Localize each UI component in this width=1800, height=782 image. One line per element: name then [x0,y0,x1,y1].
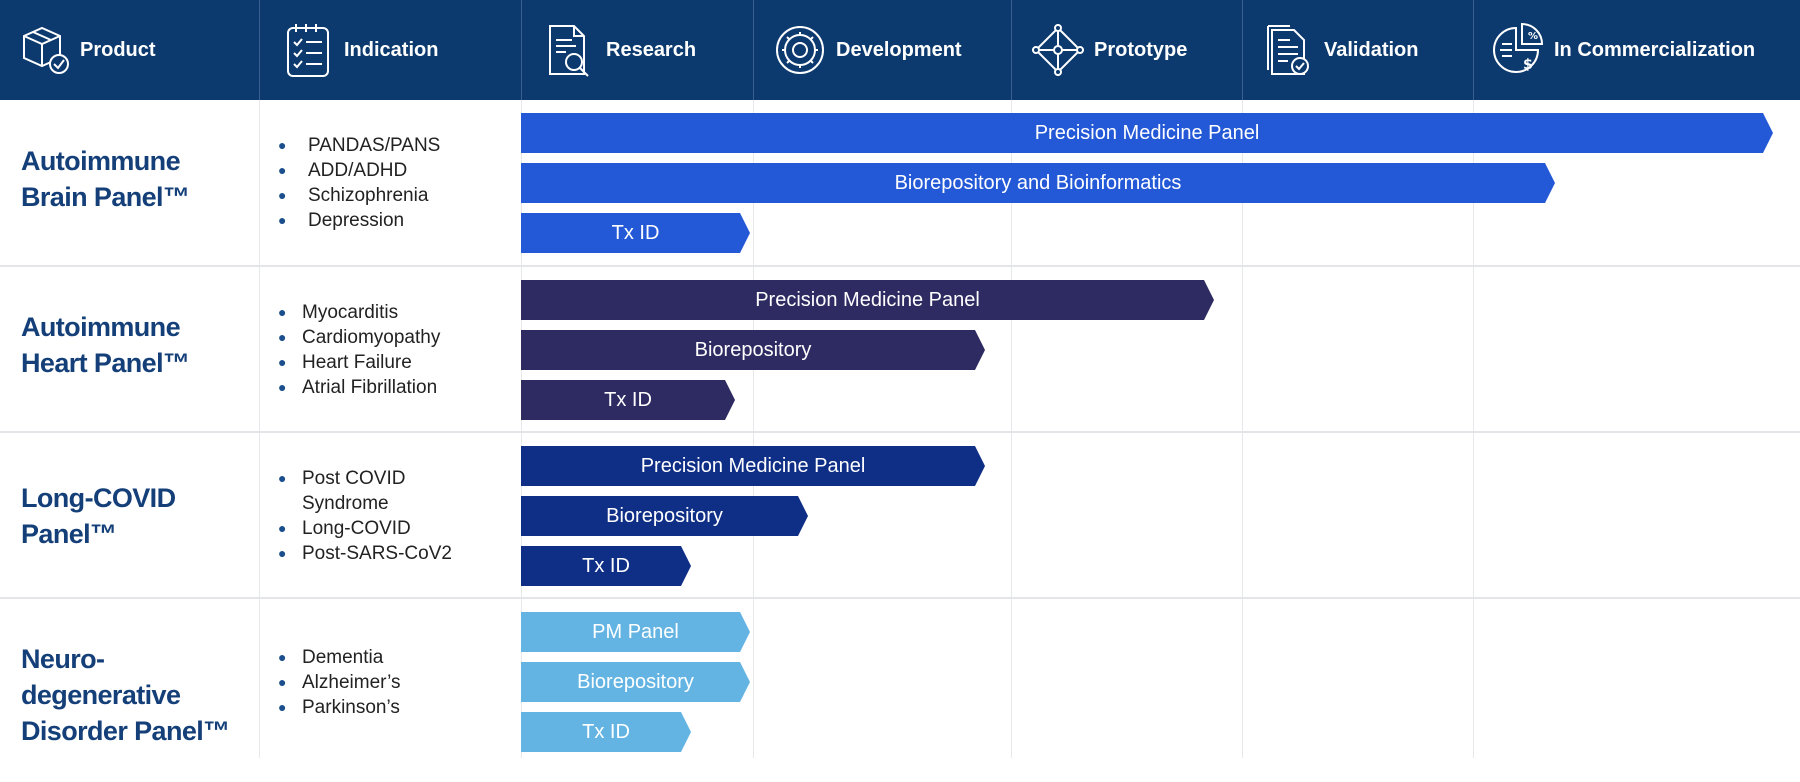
row-divider [0,431,1800,433]
product-name: Neuro-degenerative Disorder Panel™ [21,644,230,746]
list-item: ● Post-SARS-CoV2 [278,543,452,564]
list-item: ● Depression [278,210,405,231]
bar-shape [521,612,750,652]
network-diamond-icon [1032,22,1084,78]
list-item: ● PANDAS/PANS [278,135,441,156]
header-indication: Indication [282,0,438,100]
bar-shape [521,446,985,486]
list-item: ● Dementia [278,647,384,668]
row-divider [0,265,1800,267]
stage-bar: Biorepository [521,662,750,702]
row-divider [0,597,1800,599]
document-search-icon [544,22,596,78]
bar-shape [521,546,691,586]
stage-bar: Tx ID [521,546,691,586]
package-check-icon [18,22,70,78]
stage-bar: PM Panel [521,612,750,652]
indication-list: ● PANDAS/PANS ● ADD/ADHD ● Schizophrenia ● D… [278,133,441,233]
bar-shape [521,213,750,253]
grid-line [1011,100,1012,758]
stage-bar: Tx ID [521,213,750,253]
list-item: ● ADD/ADHD [278,160,408,181]
header-bar: Product Indication Research [0,0,1800,100]
document-check-icon [1262,22,1314,78]
grid-line [1242,100,1243,758]
header-development: Development [774,0,962,100]
svg-text:%: % [1528,31,1538,42]
product-name: Autoimmune Heart Panel™ [21,312,190,378]
product-name: Autoimmune Brain Panel™ [21,146,190,212]
stage-bar: Precision Medicine Panel [521,113,1773,153]
stage-bar: Biorepository [521,496,808,536]
svg-text:$: $ [1523,57,1533,73]
list-item: ● Schizophrenia [278,185,429,206]
header-label: Prototype [1094,38,1188,61]
checklist-icon [282,22,334,78]
list-item: ● Parkinson’s [278,697,400,718]
list-item: ● Alzheimer’s [278,672,401,693]
bar-shape [521,163,1555,203]
bar-shape [521,662,750,702]
list-item: ● Cardiomyopathy [278,327,441,348]
grid-line [1473,100,1474,758]
header-label: Research [606,38,697,61]
gear-icon [774,22,826,78]
stage-bar: Precision Medicine Panel [521,446,985,486]
pie-chart-dollar-icon: % $ [1492,22,1544,78]
header-validation: Validation [1262,0,1418,100]
list-item: Syndrome [302,493,389,514]
bar-shape [521,380,735,420]
bar-shape [521,280,1214,320]
stage-bar: Tx ID [521,712,691,752]
list-item: ● Heart Failure [278,352,412,373]
stage-bar: Precision Medicine Panel [521,280,1214,320]
header-label: Product [80,38,156,61]
list-item: ● Atrial Fibrillation [278,377,438,398]
grid-line [753,100,754,758]
bar-shape [521,113,1773,153]
header-label: Development [836,38,962,61]
list-item: ● Post COVID [278,468,406,489]
grid-line [259,100,260,758]
indication-list: ● Myocarditis ● Cardiomyopathy ● Heart Fail… [278,300,441,400]
header-prototype: Prototype [1032,0,1187,100]
stage-bar: Biorepository and Bioinformatics [521,163,1555,203]
indication-list: ● Post COVID Syndrome ● Long-COVID ● Post-S… [278,466,452,566]
indication-list: ● Dementia ● Alzheimer’s ● Parkinson’s [278,645,401,720]
bar-shape [521,712,691,752]
list-item: ● Long-COVID [278,518,411,539]
grid-line [521,100,522,758]
stage-bar: Biorepository [521,330,985,370]
list-item: ● Myocarditis [278,302,399,323]
header-research: Research [544,0,696,100]
header-label: Validation [1324,38,1419,61]
header-label: In Commercialization [1554,38,1756,61]
stage-bar: Tx ID [521,380,735,420]
product-name: Long-COVID Panel™ [21,483,176,549]
header-product: Product [18,0,156,100]
bar-shape [521,330,985,370]
header-commercialization: % $ In Commercialization [1492,0,1755,100]
header-label: Indication [344,38,439,61]
bar-shape [521,496,808,536]
